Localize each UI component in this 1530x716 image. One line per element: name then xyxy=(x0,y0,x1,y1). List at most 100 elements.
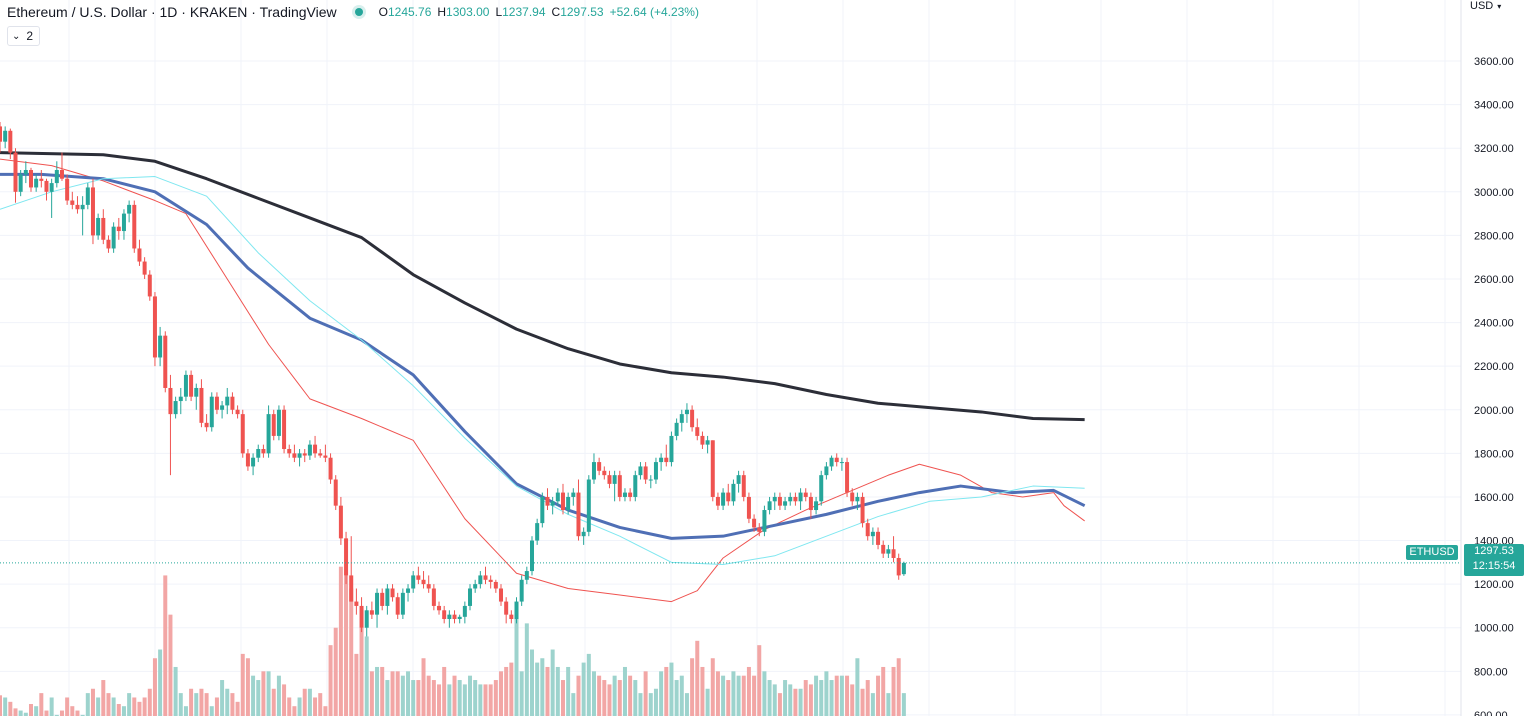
candle-body xyxy=(591,462,596,480)
price-axis-label: 2400.00 xyxy=(1474,318,1514,330)
candle-body xyxy=(266,414,271,454)
candle xyxy=(406,584,411,602)
candle xyxy=(313,435,318,458)
candle-body xyxy=(297,453,302,458)
candle-body xyxy=(478,575,483,585)
volume-bar xyxy=(121,706,126,716)
candle-body xyxy=(328,457,333,480)
candle-body xyxy=(395,597,400,615)
volume-bar xyxy=(80,714,85,716)
currency-selector[interactable]: USD ▾ xyxy=(1470,0,1501,12)
candle-body xyxy=(777,496,782,506)
price-axis-label: 600.00 xyxy=(1474,710,1508,716)
candle xyxy=(251,453,256,476)
candle xyxy=(499,584,504,606)
volume-bar xyxy=(333,627,338,716)
candle-body xyxy=(757,527,762,532)
candle-body xyxy=(261,448,266,454)
candle-body xyxy=(421,579,426,585)
volume-bar xyxy=(235,701,240,716)
volume-bar xyxy=(726,680,731,716)
candle xyxy=(23,161,28,184)
candle-body xyxy=(302,453,307,456)
volume-bar xyxy=(731,671,736,716)
candle-body xyxy=(411,575,416,589)
volume-bar xyxy=(617,680,622,716)
candle xyxy=(96,213,101,240)
volume-bar xyxy=(509,662,514,716)
candle xyxy=(59,152,64,181)
candle xyxy=(653,457,658,484)
volume-bar xyxy=(106,693,111,716)
volume-bar xyxy=(762,671,767,716)
last-price-value: 1297.53 xyxy=(1474,545,1514,557)
volume-bar xyxy=(638,693,643,716)
candle xyxy=(798,488,803,511)
volume-bar xyxy=(891,666,896,716)
volume-bar xyxy=(643,671,648,716)
candle-body xyxy=(204,422,209,428)
volume-bar xyxy=(101,680,106,716)
volume-bar xyxy=(839,675,844,716)
candle-body xyxy=(659,457,664,463)
candle xyxy=(183,370,188,402)
candle xyxy=(380,588,385,611)
candle xyxy=(225,387,230,415)
candle xyxy=(137,239,142,266)
candle-body xyxy=(576,492,581,537)
candle xyxy=(602,466,607,480)
candle xyxy=(75,196,80,214)
volume-bar xyxy=(44,710,49,716)
candle-body xyxy=(664,457,669,463)
candle-body xyxy=(493,581,498,589)
bar-countdown: 12:15:54 xyxy=(1472,560,1516,572)
candle xyxy=(545,488,550,511)
volume-bar xyxy=(318,693,323,716)
candle xyxy=(70,191,75,210)
candle-body xyxy=(80,204,85,210)
volume-bar xyxy=(659,671,664,716)
candle-body xyxy=(876,531,881,545)
volume-bar xyxy=(695,640,700,716)
candle-body xyxy=(891,549,896,558)
candle xyxy=(669,431,674,467)
volume-bar xyxy=(571,693,576,716)
volume-bar xyxy=(834,675,839,716)
candle xyxy=(121,209,126,240)
candle-body xyxy=(96,217,101,236)
candle xyxy=(860,492,865,528)
volume-bar xyxy=(209,706,214,716)
candle-body xyxy=(349,575,354,602)
candle xyxy=(690,405,695,432)
candle-body xyxy=(535,523,540,541)
candle-body xyxy=(803,492,808,497)
candle xyxy=(679,409,684,432)
candle xyxy=(540,492,545,528)
volume-bar xyxy=(540,658,545,716)
volume-bar xyxy=(767,680,772,716)
volume-bar xyxy=(597,675,602,716)
indicators-toggle-button[interactable]: ⌄ 2 xyxy=(7,26,41,46)
symbol-title[interactable]: Ethereum / U.S. Dollar · 1D · KRAKEN · T… xyxy=(7,4,337,20)
volume-bar xyxy=(741,675,746,716)
candle-body xyxy=(28,170,33,188)
candle-body xyxy=(276,409,281,436)
candle-body xyxy=(550,501,555,506)
volume-bar xyxy=(504,666,509,716)
candle-body xyxy=(111,226,116,249)
candle xyxy=(127,200,132,223)
volume-bar xyxy=(220,680,225,716)
volume-bar xyxy=(18,710,23,716)
volume-bar xyxy=(493,680,498,716)
price-axis-label: 1200.00 xyxy=(1474,579,1514,591)
candle xyxy=(3,126,8,149)
candle-body xyxy=(251,457,256,467)
candle xyxy=(803,488,808,502)
candle xyxy=(524,566,529,585)
candle-body xyxy=(499,588,504,602)
candle-body xyxy=(540,496,545,524)
price-axis: 600.00800.001000.001200.001400.001600.00… xyxy=(1474,56,1514,716)
candle xyxy=(302,448,307,463)
candle xyxy=(142,257,147,279)
